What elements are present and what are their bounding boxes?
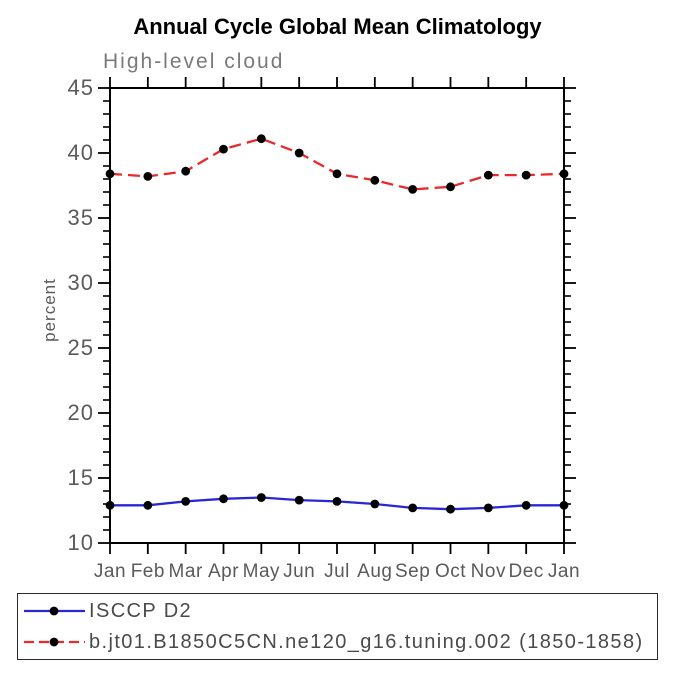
- data-point-marker: [181, 497, 191, 506]
- month-tick-label: Jan: [548, 561, 580, 582]
- month-tick-label: Sep: [395, 561, 430, 582]
- data-point-marker: [483, 503, 493, 513]
- data-point-marker: [105, 500, 115, 510]
- data-point-marker: [521, 170, 531, 180]
- legend-item: b.jt01.B1850C5CN.ne120_g16.tuning.002 (1…: [23, 628, 657, 656]
- y-tick-label: 20: [68, 400, 94, 425]
- month-tick-label: Nov: [471, 561, 506, 582]
- data-point-marker: [105, 169, 115, 179]
- y-tick-label: 25: [68, 335, 94, 360]
- y-tick-label: 40: [68, 140, 94, 165]
- legend-line-dashed-icon: [24, 637, 85, 647]
- series-line-1: [109, 137, 565, 191]
- legend-key-marker: [49, 637, 59, 647]
- data-point-marker: [559, 169, 569, 179]
- data-point-marker: [332, 497, 342, 506]
- data-point-marker: [143, 172, 153, 181]
- month-tick-label: Oct: [435, 561, 466, 582]
- data-point-marker: [294, 148, 304, 158]
- data-point-marker: [294, 495, 304, 505]
- data-point-marker: [408, 503, 418, 513]
- data-point-marker: [370, 499, 380, 509]
- plot-frame: [109, 87, 565, 544]
- month-tick-label: Jan: [94, 561, 126, 582]
- month-tick-label: Jul: [324, 561, 350, 582]
- data-point-marker: [143, 500, 153, 510]
- data-point-marker: [219, 494, 228, 504]
- legend: ISCCP D2 b.jt01.B1850C5CN.ne120_g16.tuni…: [17, 593, 658, 660]
- data-point-marker: [370, 175, 380, 185]
- data-point-marker: [559, 500, 569, 510]
- y-tick-label: 15: [68, 465, 94, 490]
- chart-subtitle: High-level cloud: [103, 50, 285, 73]
- chart-title: Annual Cycle Global Mean Climatology: [133, 14, 542, 39]
- month-tick-label: Dec: [509, 561, 544, 582]
- data-point-marker: [332, 169, 342, 179]
- month-tick-label: Apr: [208, 561, 239, 582]
- data-point-marker: [256, 134, 266, 144]
- legend-line-solid-icon: [24, 606, 85, 616]
- legend-label: b.jt01.B1850C5CN.ne120_g16.tuning.002 (1…: [89, 630, 644, 653]
- data-point-marker: [181, 166, 191, 176]
- month-tick-label: May: [243, 561, 280, 582]
- month-tick-label: Aug: [357, 561, 392, 582]
- y-tick-label: 10: [68, 530, 94, 555]
- legend-item: ISCCP D2: [23, 597, 657, 625]
- y-tick-label: 45: [68, 75, 94, 100]
- y-tick-label: 30: [68, 270, 94, 295]
- month-tick-label: Jun: [283, 561, 315, 582]
- data-point-marker: [446, 182, 455, 192]
- legend-key-marker: [49, 606, 59, 616]
- month-tick-label: Mar: [169, 561, 203, 582]
- y-tick-label: 35: [68, 205, 94, 230]
- data-point-marker: [219, 144, 228, 154]
- data-point-marker: [483, 170, 493, 180]
- data-point-marker: [256, 493, 266, 502]
- legend-label: ISCCP D2: [89, 599, 193, 622]
- data-point-marker: [446, 504, 455, 514]
- month-tick-label: Feb: [131, 561, 165, 582]
- data-point-marker: [408, 185, 418, 194]
- data-point-marker: [521, 500, 531, 510]
